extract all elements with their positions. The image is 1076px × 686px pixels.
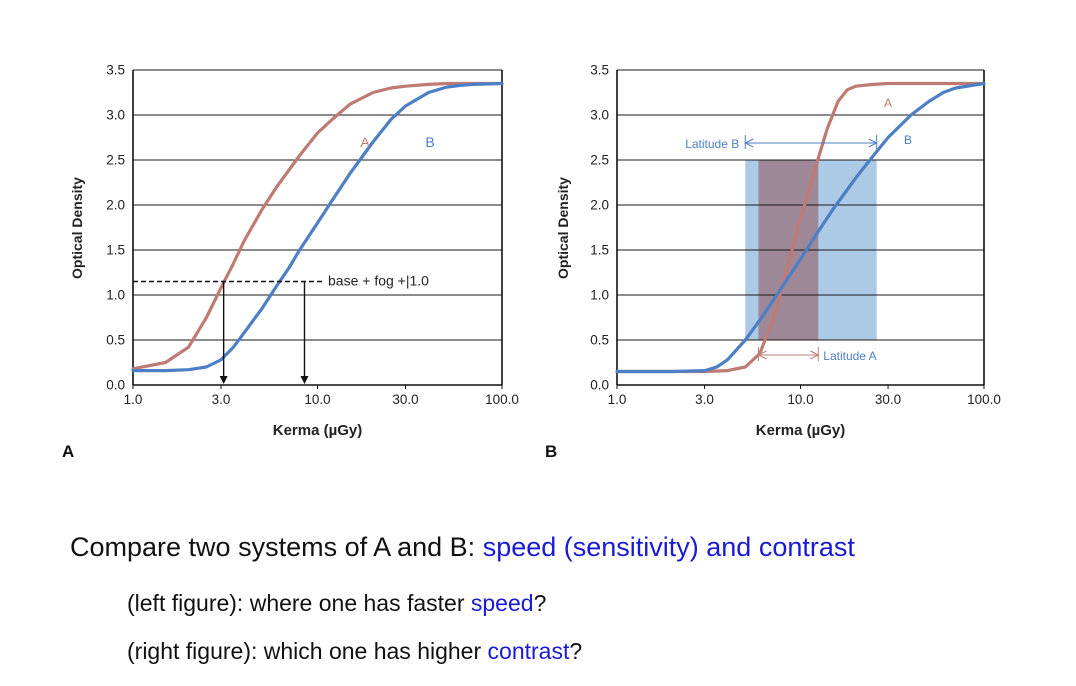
series-b-curve-b xyxy=(615,81,986,374)
question-line1-highlight: speed xyxy=(470,590,534,616)
reference-level-label: base + fog +|1.0 xyxy=(328,273,429,289)
question-right-figure: (right figure): which one has higher con… xyxy=(127,638,582,665)
question-line2-prefix: (right figure): which one has higher xyxy=(127,638,488,664)
series-a-curve-b xyxy=(615,81,986,374)
y-tick-label-b-2.5: 2.5 xyxy=(590,153,609,168)
x-tick-label-b-3.0: 3.0 xyxy=(695,392,714,407)
figure-canvas: 0.0 0.5 1.0 1.5 2.0 2.5 3.0 3.5 1.0 3.0 10.0 30.0 10… xyxy=(62,63,1001,462)
question-title: Compare two systems of A and B: speed (s… xyxy=(70,532,855,563)
x-tick-label-a-10.0: 10.0 xyxy=(304,392,330,407)
question-title-prefix: Compare two systems of A and B: xyxy=(70,532,483,562)
y-tick-label-a-3.0: 3.0 xyxy=(106,108,125,123)
question-line2-suffix: ? xyxy=(569,638,583,664)
y-tick-label-a-2.5: 2.5 xyxy=(106,153,125,168)
latitude-b-label: Latitude B xyxy=(685,137,739,151)
question-left-figure: (left figure): where one has faster spee… xyxy=(127,590,546,617)
y-tick-label-b-3.5: 3.5 xyxy=(590,63,609,78)
y-tick-label-a-1.5: 1.5 xyxy=(106,243,125,258)
series-a-label-a: A xyxy=(360,134,370,150)
y-axis-label-b: Optical Density xyxy=(555,177,571,279)
y-tick-label-b-2.0: 2.0 xyxy=(590,198,609,213)
speed-arrow-a-head xyxy=(219,376,228,384)
latitude-b-arrow-right-head xyxy=(868,138,878,148)
latitude-a-arrow-left-head xyxy=(757,350,767,360)
y-tick-label-a-0.5: 0.5 xyxy=(106,333,125,348)
latitude-a-label: Latitude A xyxy=(823,349,876,363)
series-b-label-b: B xyxy=(904,133,912,147)
chart-panel-a: 0.0 0.5 1.0 1.5 2.0 2.5 3.0 3.5 1.0 3.0 10.0 30.0 10… xyxy=(69,63,519,440)
question-line1-suffix: ? xyxy=(533,590,547,616)
x-axis-label-a: Kerma (µGy) xyxy=(273,422,363,439)
x-tick-label-b-10.0: 10.0 xyxy=(787,392,813,407)
x-tick-label-b-1.0: 1.0 xyxy=(608,392,627,407)
chart-panel-b: 0.0 0.5 1.0 1.5 2.0 2.5 3.0 3.5 1.0 3.0 10.0 30.0 10… xyxy=(555,63,1001,440)
question-title-highlight: speed (sensitivity) and contrast xyxy=(482,532,855,562)
y-tick-label-b-1.5: 1.5 xyxy=(590,243,609,258)
speed-arrow-b-head xyxy=(300,376,309,384)
latitude-b-arrow-left-head xyxy=(744,138,754,148)
x-tick-label-a-100.0: 100.0 xyxy=(485,392,519,407)
y-tick-label-b-1.0: 1.0 xyxy=(590,288,609,303)
y-tick-label-b-3.0: 3.0 xyxy=(590,108,609,123)
series-a-curve-a xyxy=(131,81,504,371)
series-a-label-b: A xyxy=(884,96,892,110)
series-b-curve-a xyxy=(131,81,504,373)
y-tick-label-a-3.5: 3.5 xyxy=(106,63,125,78)
y-tick-label-b-0.0: 0.0 xyxy=(590,378,609,393)
x-tick-label-b-100.0: 100.0 xyxy=(967,392,1001,407)
y-tick-label-a-2.0: 2.0 xyxy=(106,198,125,213)
x-tick-label-a-3.0: 3.0 xyxy=(212,392,231,407)
series-b-label-a: B xyxy=(425,134,434,150)
y-tick-label-b-0.5: 0.5 xyxy=(590,333,609,348)
x-tick-label-a-1.0: 1.0 xyxy=(124,392,143,407)
panel-b-letter: B xyxy=(545,442,557,461)
x-tick-label-b-30.0: 30.0 xyxy=(875,392,901,407)
latitude-a-arrow-right-head xyxy=(810,350,820,360)
y-axis-label-a: Optical Density xyxy=(69,177,85,279)
y-tick-label-a-1.0: 1.0 xyxy=(106,288,125,303)
question-line1-prefix: (left figure): where one has faster xyxy=(127,590,471,616)
question-line2-highlight: contrast xyxy=(487,638,570,664)
panel-a-letter: A xyxy=(62,442,74,461)
x-tick-label-a-30.0: 30.0 xyxy=(392,392,418,407)
y-tick-label-a-0.0: 0.0 xyxy=(106,378,125,393)
x-axis-label-b: Kerma (µGy) xyxy=(756,422,846,439)
